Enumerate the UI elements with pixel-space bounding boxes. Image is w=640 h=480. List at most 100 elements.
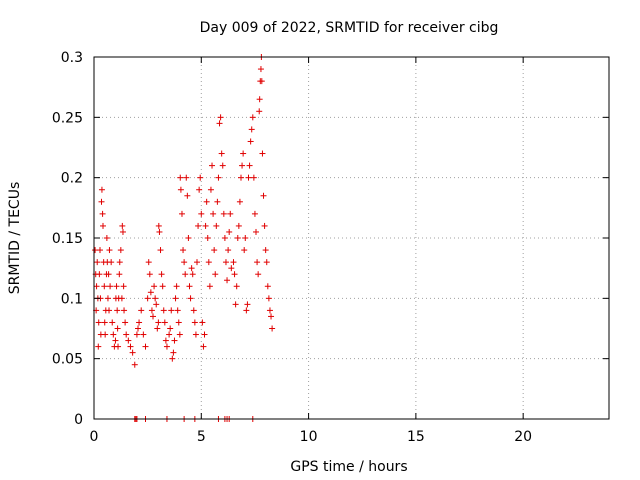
data-point [189, 271, 196, 278]
data-point [125, 337, 132, 344]
data-point [217, 114, 224, 121]
data-point [144, 295, 151, 302]
data-point [184, 192, 191, 199]
data-point [220, 210, 227, 217]
data-point [230, 259, 237, 266]
data-point [210, 210, 217, 217]
data-point [171, 337, 178, 344]
data-point [215, 174, 222, 181]
data-point [192, 331, 199, 338]
data-point [127, 343, 134, 350]
data-point [150, 313, 157, 320]
data-point [203, 198, 210, 205]
data-point [195, 222, 202, 229]
x-tick-label: 5 [197, 429, 206, 445]
x-tick-label: 15 [407, 429, 425, 445]
data-point [185, 235, 192, 241]
data-point [235, 222, 242, 229]
data-point [153, 301, 160, 308]
data-point [147, 289, 154, 296]
data-point [167, 325, 174, 332]
data-point [204, 235, 211, 241]
y-tick-label: 0 [74, 412, 83, 428]
data-point [169, 355, 176, 362]
y-tick-label: 0.15 [52, 231, 83, 247]
data-point [119, 222, 126, 229]
data-point [187, 295, 194, 302]
data-point [155, 222, 162, 229]
y-axis-label: SRMTID / TECUs [7, 182, 23, 295]
data-point [200, 343, 207, 350]
y-axis-ticks: 0 0.05 0.1 0.15 0.2 0.25 0.3 [52, 50, 609, 428]
data-point [226, 228, 233, 235]
data-point [146, 271, 153, 278]
data-point [250, 174, 257, 181]
data-point [106, 247, 113, 254]
data-point [237, 174, 244, 181]
data-point [122, 319, 129, 326]
data-point [188, 265, 195, 272]
data-point [113, 283, 120, 290]
chart-title: Day 009 of 2022, SRMTID for receiver cib… [200, 20, 499, 36]
data-point [198, 210, 205, 217]
data-point [136, 319, 143, 326]
data-point [116, 259, 123, 266]
data-point [219, 162, 226, 169]
data-point [268, 313, 275, 320]
data-point [178, 210, 185, 217]
data-point [138, 307, 145, 314]
data-point [239, 162, 246, 169]
data-points [92, 54, 276, 422]
data-point [109, 319, 116, 326]
data-point [214, 198, 221, 205]
data-point [170, 349, 177, 356]
data-point [117, 247, 124, 254]
data-point [120, 283, 127, 290]
data-point [107, 283, 114, 290]
data-point [227, 210, 234, 217]
data-point [145, 259, 152, 266]
data-point [115, 343, 122, 350]
data-point [173, 283, 180, 290]
data-point [131, 361, 138, 368]
data-point [103, 235, 110, 241]
y-tick-label: 0.1 [61, 291, 83, 307]
data-point [140, 331, 147, 338]
data-point [175, 319, 182, 326]
data-point [224, 277, 231, 284]
data-point [177, 186, 184, 193]
data-point [114, 325, 121, 332]
data-point [236, 198, 243, 205]
data-point [259, 150, 266, 157]
data-point [180, 247, 187, 254]
data-point [256, 96, 263, 103]
data-point [211, 247, 218, 254]
data-point [241, 247, 248, 254]
data-point [261, 222, 268, 229]
data-point [94, 259, 101, 266]
data-point [251, 210, 258, 217]
data-point [246, 162, 253, 169]
data-point [248, 126, 255, 133]
data-point [266, 307, 273, 314]
grid-lines [94, 57, 609, 419]
data-point [213, 222, 220, 229]
data-point [102, 331, 109, 338]
data-point [161, 319, 168, 326]
data-point [121, 307, 128, 314]
data-point [206, 283, 213, 290]
data-point [148, 307, 155, 314]
data-point [172, 295, 179, 302]
data-point [176, 331, 183, 338]
y-tick-label: 0.25 [52, 110, 83, 126]
data-point [152, 295, 159, 302]
data-point [202, 222, 209, 229]
data-point [269, 325, 276, 332]
data-point [244, 301, 251, 308]
data-point [257, 66, 264, 73]
data-point [151, 283, 158, 290]
data-point [245, 174, 252, 181]
data-point [205, 259, 212, 266]
data-point [212, 271, 219, 278]
